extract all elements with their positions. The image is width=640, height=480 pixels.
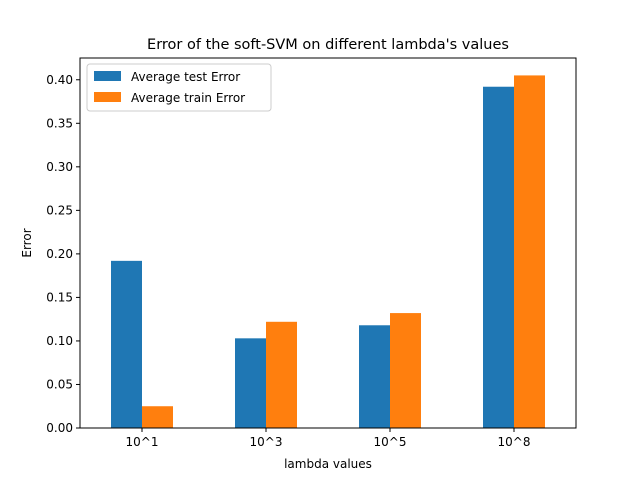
x-axis-label: lambda values <box>284 457 372 471</box>
bar-train-2 <box>390 313 421 428</box>
bar-test-1 <box>235 338 266 428</box>
x-tick-label: 10^5 <box>374 435 407 449</box>
y-tick-label: 0.30 <box>46 160 73 174</box>
y-tick-label: 0.05 <box>46 377 73 391</box>
legend-box <box>86 63 272 112</box>
y-tick-label: 0.00 <box>46 421 73 435</box>
y-tick-label: 0.10 <box>46 334 73 348</box>
y-axis-label: Error <box>20 228 34 257</box>
legend-swatch <box>94 92 121 102</box>
legend-swatch <box>94 71 121 81</box>
bar-train-3 <box>514 75 545 428</box>
y-tick-label: 0.35 <box>46 116 73 130</box>
bar-test-2 <box>359 325 390 428</box>
legend-label: Average test Error <box>131 70 240 84</box>
y-axis: 0.00 0.05 0.10 0.15 0.20 0.25 0.30 0.35 0.40 <box>46 73 80 435</box>
bar-test-0 <box>111 260 142 428</box>
legend: Average test Error Average train Error <box>86 63 272 112</box>
y-tick-label: 0.40 <box>46 73 73 87</box>
chart-title: Error of the soft-SVM on different lambd… <box>147 37 509 53</box>
x-tick-label: 10^8 <box>498 435 531 449</box>
legend-label: Average train Error <box>131 91 245 105</box>
y-tick-label: 0.15 <box>46 290 73 304</box>
y-tick-label: 0.20 <box>46 247 73 261</box>
x-tick-label: 10^3 <box>250 435 283 449</box>
bars <box>111 75 545 429</box>
bar-test-3 <box>483 86 514 429</box>
x-axis: 10^1 10^3 10^5 10^8 <box>126 428 531 449</box>
plot-frame <box>79 57 577 429</box>
y-tick-label: 0.25 <box>46 203 73 217</box>
x-tick-label: 10^1 <box>126 435 159 449</box>
bar-train-0 <box>142 406 173 428</box>
bar-train-1 <box>266 321 297 428</box>
